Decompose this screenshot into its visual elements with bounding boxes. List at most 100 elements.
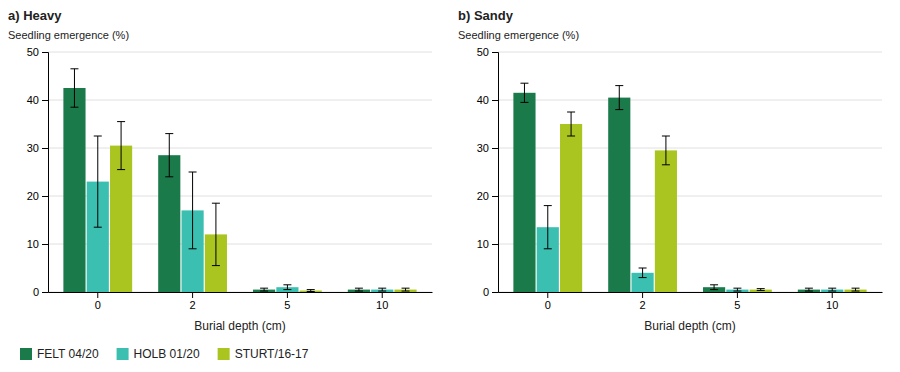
y-tick-mark [492, 292, 498, 293]
x-tick-label: 2 [190, 299, 196, 311]
x-tick: 10 [376, 292, 388, 311]
x-tick-label: 5 [734, 299, 740, 311]
y-tick-label: 40 [27, 94, 39, 106]
y-tick-mark [42, 100, 48, 101]
grid [48, 52, 432, 292]
y-tick: 40 [477, 94, 498, 106]
legend-label: STURT/16-17 [235, 347, 309, 361]
chart-canvas: 0251001020304050a) HeavySeedling emergen… [0, 0, 900, 372]
y-tick-mark [42, 52, 48, 53]
bar [513, 93, 535, 292]
error-bar [757, 289, 765, 291]
y-tick-mark [492, 52, 498, 53]
bar [560, 124, 582, 292]
x-axis-title: Burial depth (cm) [644, 319, 735, 333]
error-bar [805, 288, 813, 291]
y-tick-label: 0 [483, 286, 489, 298]
error-bar [70, 69, 78, 107]
x-tick: 5 [734, 292, 740, 311]
y-tick-mark [492, 244, 498, 245]
x-tick-mark [287, 292, 288, 298]
y-axis-line [42, 53, 49, 293]
x-axis: 0 2 5 10 [499, 292, 883, 311]
y-tick-label: 0 [33, 286, 39, 298]
error-bar [615, 86, 623, 110]
y-tick: 50 [477, 46, 498, 58]
y-tick-mark [42, 244, 48, 245]
bar [655, 150, 677, 292]
panel-title: b) Sandy [458, 8, 514, 23]
grid [498, 52, 882, 292]
y-tick: 20 [27, 190, 48, 202]
grid-line [48, 52, 432, 53]
x-tick: 5 [284, 292, 290, 311]
error-bar [828, 288, 836, 291]
error-bar [189, 172, 197, 249]
y-axis: 01020304050 [477, 46, 499, 298]
y-tick-label: 20 [27, 190, 39, 202]
x-tick-label: 10 [826, 299, 838, 311]
x-tick-mark [642, 292, 643, 298]
grid-line [48, 100, 432, 101]
error-bar [94, 136, 102, 227]
legend-label: FELT 04/20 [37, 347, 99, 361]
error-bar [662, 136, 670, 165]
bar-series [537, 206, 844, 292]
error-bar [567, 112, 575, 136]
x-tick: 2 [640, 292, 646, 311]
y-tick-label: 40 [477, 94, 489, 106]
y-axis-line [492, 53, 499, 293]
bar [63, 88, 85, 292]
error-bar [283, 285, 291, 290]
x-tick-mark [547, 292, 548, 298]
y-tick: 30 [477, 142, 498, 154]
legend-item: FELT 04/20 [20, 347, 99, 361]
bar [300, 291, 322, 292]
legend-swatch [20, 348, 32, 360]
y-tick-mark [42, 292, 48, 293]
x-tick: 0 [545, 292, 551, 311]
x-tick: 10 [826, 292, 838, 311]
error-bar [212, 203, 220, 265]
y-tick: 10 [27, 238, 48, 250]
x-tick-label: 0 [95, 299, 101, 311]
y-axis-title: Seedling emergence (%) [458, 29, 579, 41]
grid-line [498, 100, 882, 101]
y-tick-label: 10 [27, 238, 39, 250]
x-axis-line [49, 292, 433, 293]
x-axis-line [499, 292, 883, 293]
error-bar [260, 288, 268, 291]
bar-series [110, 122, 417, 292]
x-tick-label: 2 [640, 299, 646, 311]
error-bar [307, 290, 315, 292]
bar [608, 98, 630, 292]
x-tick-mark [737, 292, 738, 298]
y-tick-label: 50 [477, 46, 489, 58]
y-tick: 50 [27, 46, 48, 58]
error-bar [117, 122, 125, 170]
x-tick-label: 5 [284, 299, 290, 311]
bar-series [87, 136, 394, 292]
legend: FELT 04/20HOLB 01/20STURT/16-17 [20, 347, 309, 361]
y-tick-mark [492, 148, 498, 149]
x-tick-mark [832, 292, 833, 298]
x-tick-label: 10 [376, 299, 388, 311]
x-tick-mark [97, 292, 98, 298]
error-bar [710, 285, 718, 290]
panel-title: a) Heavy [8, 8, 62, 23]
legend-swatch [218, 348, 230, 360]
y-tick-label: 50 [27, 46, 39, 58]
y-tick: 40 [27, 94, 48, 106]
grid-line [498, 148, 882, 149]
y-tick: 30 [27, 142, 48, 154]
bar-series [63, 69, 370, 292]
y-axis-title: Seedling emergence (%) [8, 29, 129, 41]
error-bar [355, 288, 363, 291]
y-tick-mark [492, 100, 498, 101]
error-bar [378, 288, 386, 291]
error-bar [639, 268, 647, 278]
legend-swatch [117, 348, 129, 360]
legend-item: STURT/16-17 [218, 347, 309, 361]
x-axis: 0 2 5 10 [49, 292, 433, 311]
plot-area [513, 83, 866, 292]
